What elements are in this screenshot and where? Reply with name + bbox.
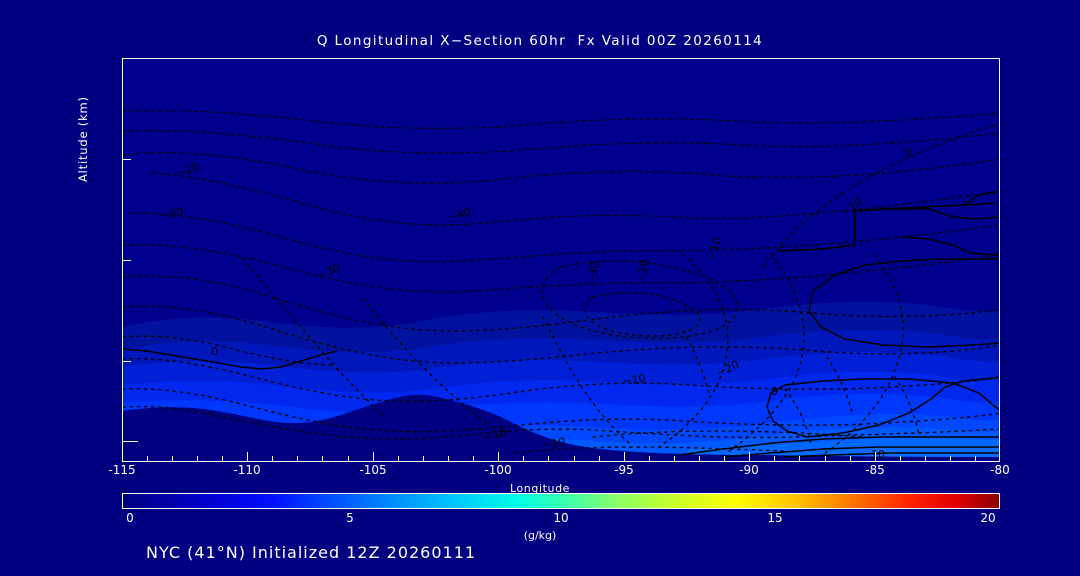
x-minor-tick	[197, 456, 198, 462]
x-major-tick	[875, 452, 876, 462]
x-minor-tick	[724, 456, 725, 462]
x-minor-tick	[850, 456, 851, 462]
x-major-tick	[373, 452, 374, 462]
colorbar-tick-10: 10	[553, 511, 569, 525]
x-major-tick	[999, 452, 1000, 462]
footer-caption: NYC (41°N) Initialized 12Z 20260111	[146, 543, 477, 562]
x-minor-tick	[147, 456, 148, 462]
x-minor-tick	[774, 456, 775, 462]
contour-label-t-m10-b: −10	[705, 236, 724, 262]
contour-label-s-0-a: 0	[905, 146, 912, 159]
solid-contour-layer: 0 0 10 0	[123, 146, 999, 461]
contour-label-t-m10-c: −10	[622, 372, 647, 388]
x-minor-tick	[599, 456, 600, 462]
x-tick-label-m85: -85	[865, 463, 885, 477]
contour-label-s-10-a: 10	[871, 448, 885, 461]
page-title: Q Longitudinal X−Section 60hr Fx Valid 0…	[316, 33, 764, 49]
x-minor-tick	[950, 456, 951, 462]
y-minor-tick	[122, 441, 138, 442]
x-minor-tick	[799, 456, 800, 462]
x-major-tick	[749, 452, 750, 462]
y-major-tick	[122, 159, 131, 160]
x-minor-tick	[398, 456, 399, 462]
x-minor-tick	[473, 456, 474, 462]
contour-label-t-m30-c: −30	[585, 261, 601, 286]
x-tick-label-m95: -95	[614, 463, 634, 477]
x-minor-tick	[548, 456, 549, 462]
x-major-tick	[247, 452, 248, 462]
x-tick-label-m105: -105	[359, 463, 387, 477]
contour-label-t-m40-a: −40	[447, 206, 473, 224]
y-major-tick	[122, 260, 131, 261]
x-major-tick	[624, 452, 625, 462]
x-minor-tick	[699, 456, 700, 462]
y-axis-title: Altitude (km)	[76, 96, 90, 182]
colorbar-gradient	[122, 493, 1000, 509]
y-major-tick	[122, 361, 131, 362]
x-minor-tick	[900, 456, 901, 462]
x-minor-tick	[649, 456, 650, 462]
contour-label-t-m10-e: −10	[541, 435, 566, 452]
x-axis-title: Longitude	[509, 482, 571, 495]
x-minor-tick	[222, 456, 223, 462]
colorbar-tick-15: 15	[767, 511, 783, 525]
x-minor-tick	[448, 456, 449, 462]
colorbar	[122, 493, 1000, 509]
x-tick-label-m80: -80	[990, 463, 1010, 477]
x-major-tick	[122, 452, 123, 462]
colorbar-units-label: (g/kg)	[523, 529, 557, 542]
contour-label-t-0-a: 0	[211, 345, 218, 358]
x-minor-tick	[423, 456, 424, 462]
x-minor-tick	[272, 456, 273, 462]
colorbar-tick-20: 20	[980, 511, 996, 525]
x-minor-tick	[322, 456, 323, 462]
colorbar-tick-5: 5	[346, 511, 354, 525]
x-minor-tick	[297, 456, 298, 462]
x-minor-tick	[172, 456, 173, 462]
x-minor-tick	[975, 456, 976, 462]
x-minor-tick	[523, 456, 524, 462]
terrain-mask	[123, 394, 999, 461]
x-minor-tick	[825, 456, 826, 462]
plot-area: −20 −30 −30 −40 −30 −20 −10 −10 −10 −20 …	[122, 58, 1000, 462]
x-tick-label-m110: -110	[233, 463, 261, 477]
x-minor-tick	[574, 456, 575, 462]
contour-label-t-m20-b: −20	[635, 259, 651, 284]
x-minor-tick	[348, 456, 349, 462]
x-tick-label-m90: -90	[739, 463, 759, 477]
contour-label-t-m30-a: −30	[159, 205, 184, 222]
x-minor-tick	[925, 456, 926, 462]
contour-label-s-0-b: 0	[771, 385, 778, 398]
colorbar-tick-0: 0	[126, 511, 134, 525]
x-tick-label-m115: -115	[108, 463, 136, 477]
contour-label-t-m10-d: −10	[483, 426, 509, 444]
x-tick-label-m100: -100	[484, 463, 512, 477]
y-major-tick	[122, 58, 131, 59]
x-minor-tick	[674, 456, 675, 462]
x-major-tick	[498, 452, 499, 462]
